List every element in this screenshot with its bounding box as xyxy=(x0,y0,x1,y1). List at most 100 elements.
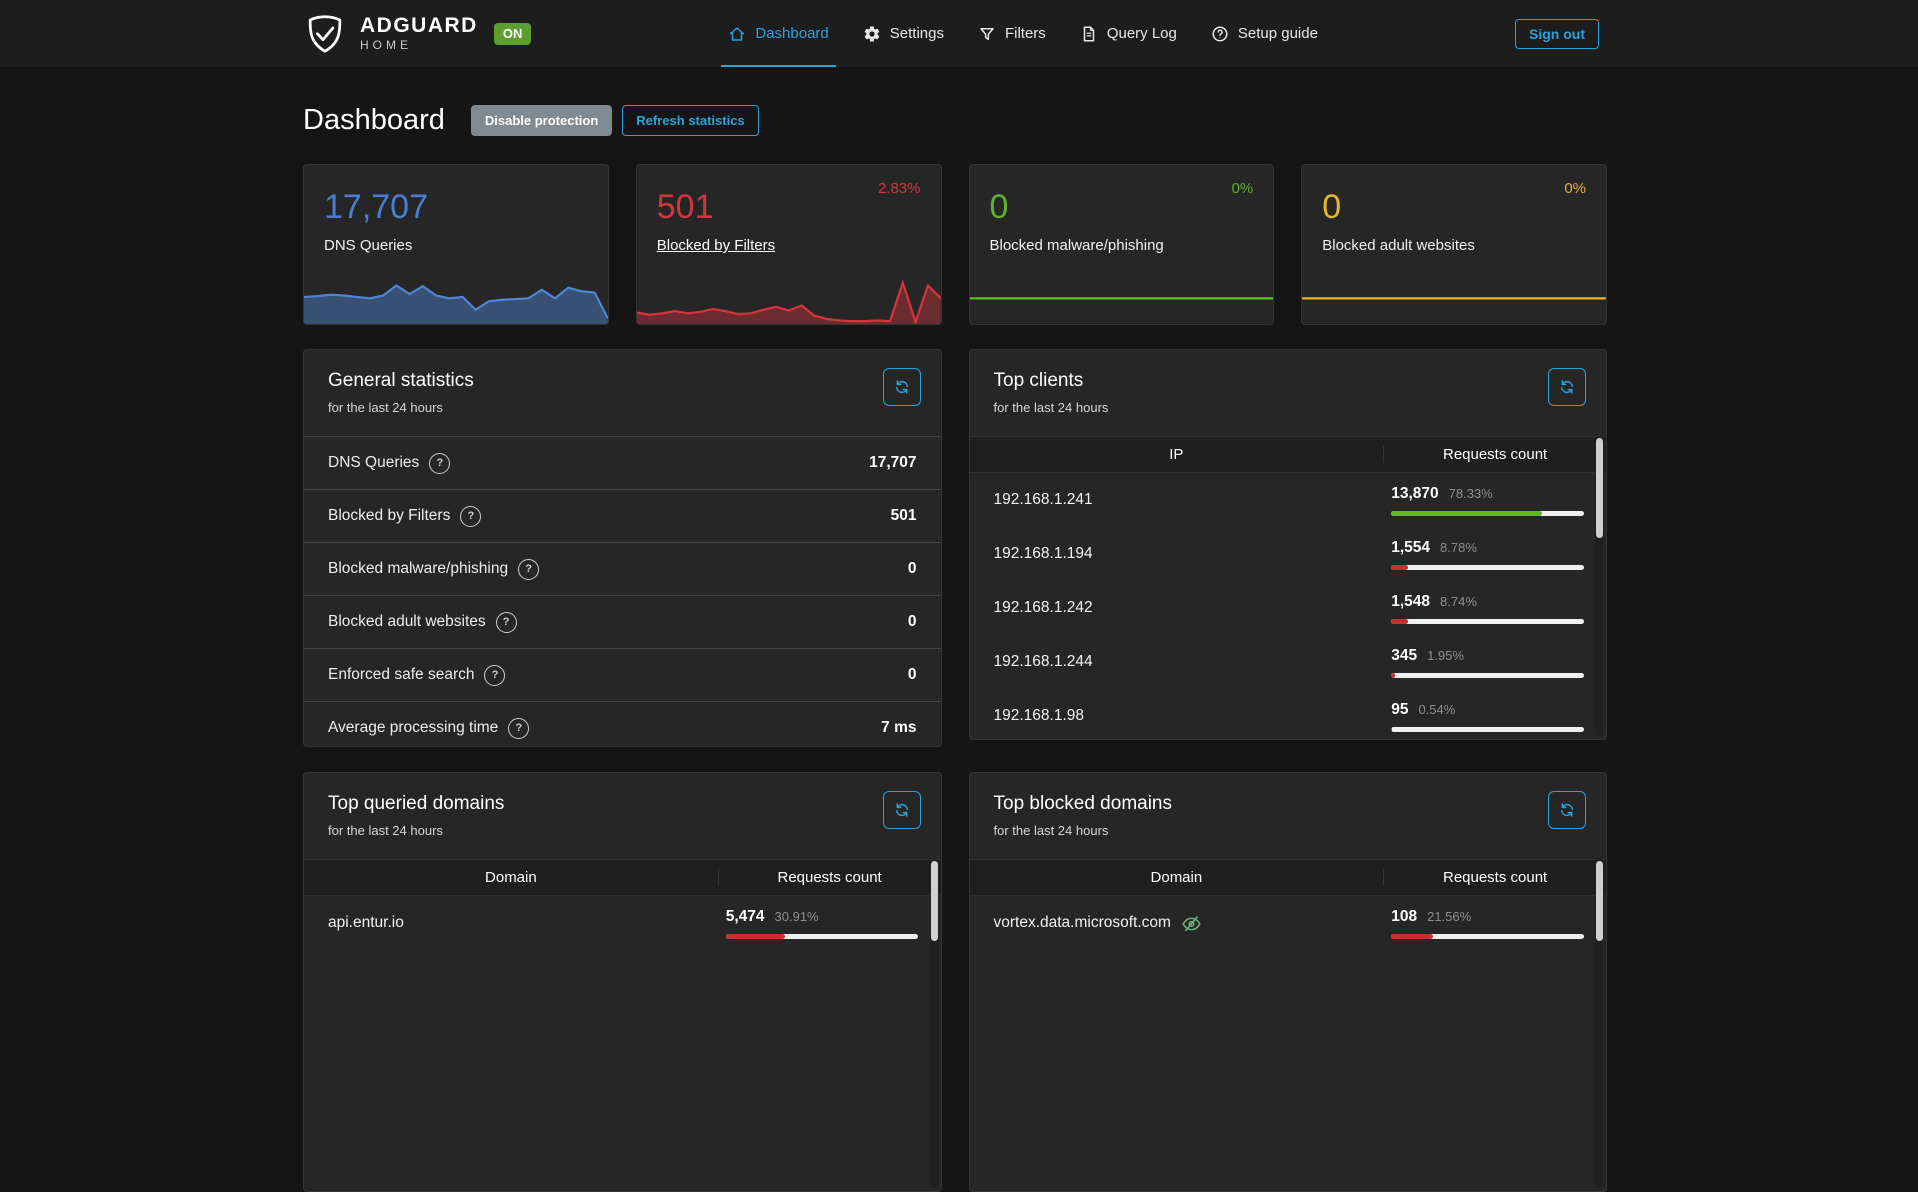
top-queried-domains-rows: api.entur.io 5,474 30.91% xyxy=(304,896,941,950)
client-ip[interactable]: 192.168.1.244 xyxy=(993,653,1093,670)
domain-name[interactable]: api.entur.io xyxy=(328,914,404,931)
page-title-row: Dashboard Disable protection Refresh sta… xyxy=(303,103,1607,137)
statistics-value: 0 xyxy=(907,560,917,577)
stat-card-blocked-malware-phishing: 0 Blocked malware/phishing 0% xyxy=(968,164,1275,325)
requests-percent: 30.91% xyxy=(774,908,819,924)
help-icon[interactable]: ? xyxy=(460,505,482,527)
column-header-requests-count: Requests count xyxy=(1383,446,1606,463)
scrollbar-thumb[interactable] xyxy=(930,861,938,941)
statistics-label: Enforced safe search xyxy=(328,666,475,683)
stat-label-link[interactable]: Blocked by Filters xyxy=(656,237,776,254)
scrollbar-thumb[interactable] xyxy=(1596,861,1603,941)
question-icon xyxy=(1211,25,1229,43)
stat-percent: 0% xyxy=(1231,180,1254,197)
eye-off-icon[interactable] xyxy=(1181,913,1202,934)
table-row: 192.168.1.194 1,554 8.78% xyxy=(970,527,1607,581)
help-icon[interactable]: ? xyxy=(518,558,540,580)
home-icon xyxy=(728,25,746,43)
page-title: Dashboard xyxy=(303,104,445,136)
requests-progress-bar xyxy=(1391,564,1584,570)
panel-subtitle: for the last 24 hours xyxy=(328,823,443,838)
column-header-requests-count: Requests count xyxy=(717,869,941,886)
nav-item-setup-guide[interactable]: Setup guide xyxy=(1194,0,1335,67)
brand-logo[interactable]: ADGUARD HOME ON xyxy=(303,12,532,56)
top-clients-refresh-button[interactable] xyxy=(1548,368,1586,406)
client-ip[interactable]: 192.168.1.241 xyxy=(993,491,1093,508)
top-queried-domains-refresh-button[interactable] xyxy=(882,791,921,829)
requests-progress-bar xyxy=(1391,933,1584,939)
disable-protection-button[interactable]: Disable protection xyxy=(470,104,613,136)
stat-card-blocked-adult-websites: 0 Blocked adult websites 0% xyxy=(1301,164,1607,325)
statistics-label: Average processing time xyxy=(328,719,499,736)
client-ip[interactable]: 192.168.1.194 xyxy=(993,545,1093,562)
document-icon xyxy=(1080,25,1098,43)
table-row: 192.168.1.241 13,870 78.33% xyxy=(970,473,1607,527)
stat-card-blocked-by-filters: 501 Blocked by Filters 2.83% xyxy=(635,164,942,325)
requests-progress-bar xyxy=(1391,672,1584,678)
scrollbar-thumb[interactable] xyxy=(1596,438,1603,538)
statistics-row: Blocked adult websites? 0 xyxy=(304,595,941,648)
requests-count: 5,474 xyxy=(725,907,765,925)
help-icon[interactable]: ? xyxy=(508,717,530,739)
help-icon[interactable]: ? xyxy=(484,664,506,686)
top-clients-rows: 192.168.1.241 13,870 78.33% 192.168.1.194 1,… xyxy=(970,473,1607,739)
table-header: IP Requests count xyxy=(969,436,1606,473)
stat-card-dns-queries: 17,707 DNS Queries xyxy=(303,164,609,325)
statistics-value: 17,707 xyxy=(869,454,917,471)
statistics-label: DNS Queries xyxy=(328,454,420,471)
stat-percent: 0% xyxy=(1564,180,1586,197)
panels-row-1: General statistics for the last 24 hours… xyxy=(303,349,1607,747)
client-ip[interactable]: 192.168.1.242 xyxy=(993,599,1093,616)
column-header-ip: IP xyxy=(1169,446,1184,463)
table-row: 192.168.1.242 1,548 8.74% xyxy=(970,581,1607,635)
scrollbar[interactable] xyxy=(1595,859,1604,1188)
panel-header: Top clients for the last 24 hours xyxy=(970,350,1607,436)
requests-progress-bar xyxy=(1391,618,1584,624)
general-statistics-panel: General statistics for the last 24 hours… xyxy=(303,349,942,747)
top-blocked-domains-refresh-button[interactable] xyxy=(1548,791,1586,829)
requests-progress-bar xyxy=(725,933,919,939)
statistics-row: Blocked malware/phishing? 0 xyxy=(304,542,941,595)
requests-count: 1,548 xyxy=(1391,592,1431,610)
brand-subtitle: HOME xyxy=(360,38,412,52)
requests-percent: 78.33% xyxy=(1448,485,1493,501)
general-statistics-refresh-button[interactable] xyxy=(882,368,921,406)
requests-percent: 8.78% xyxy=(1440,539,1477,555)
refresh-statistics-button[interactable]: Refresh statistics xyxy=(622,104,759,136)
help-icon[interactable]: ? xyxy=(429,452,451,474)
statistics-value: 0 xyxy=(907,666,917,683)
stat-label: Blocked adult websites xyxy=(1322,237,1475,254)
requests-percent: 0.54% xyxy=(1418,701,1456,717)
nav-item-query-log[interactable]: Query Log xyxy=(1063,0,1194,67)
domain-name[interactable]: vortex.data.microsoft.com xyxy=(993,914,1171,931)
nav-item-settings[interactable]: Settings xyxy=(846,0,961,67)
scrollbar[interactable] xyxy=(929,859,939,1188)
stat-label: Blocked malware/phishing xyxy=(989,237,1164,254)
stat-value: 0 xyxy=(1322,188,1342,226)
nav-item-filters[interactable]: Filters xyxy=(961,0,1063,67)
top-queried-domains-panel: Top queried domains for the last 24 hour… xyxy=(303,772,942,1192)
panels-row-2: Top queried domains for the last 24 hour… xyxy=(303,772,1607,1192)
requests-count: 1,554 xyxy=(1391,538,1431,556)
stat-value: 0 xyxy=(989,188,1009,226)
sparkline-chart xyxy=(1302,267,1606,324)
statistics-value: 0 xyxy=(907,613,917,630)
stat-percent: 2.83% xyxy=(877,180,921,197)
panel-title: Top clients xyxy=(993,370,1084,391)
sign-out-button[interactable]: Sign out xyxy=(1515,18,1599,49)
statistics-value: 7 ms xyxy=(881,719,917,736)
requests-percent: 8.74% xyxy=(1440,593,1477,609)
table-row: vortex.data.microsoft.com 108 21.56% xyxy=(970,896,1607,950)
nav-item-label: Dashboard xyxy=(755,25,829,42)
help-icon[interactable]: ? xyxy=(495,611,517,633)
scrollbar[interactable] xyxy=(1595,436,1604,736)
requests-progress-bar xyxy=(1391,510,1584,516)
refresh-icon xyxy=(1559,802,1575,818)
brand-text: ADGUARD HOME xyxy=(360,15,478,52)
general-statistics-rows: DNS Queries? 17,707 Blocked by Filters? 501… xyxy=(304,436,941,746)
client-ip[interactable]: 192.168.1.98 xyxy=(993,707,1085,724)
dashboard-content: Dashboard Disable protection Refresh sta… xyxy=(0,67,1918,1192)
nav-item-dashboard[interactable]: Dashboard xyxy=(711,0,845,67)
statistics-row: Blocked by Filters? 501 xyxy=(304,489,941,542)
stat-value: 17,707 xyxy=(324,188,428,226)
